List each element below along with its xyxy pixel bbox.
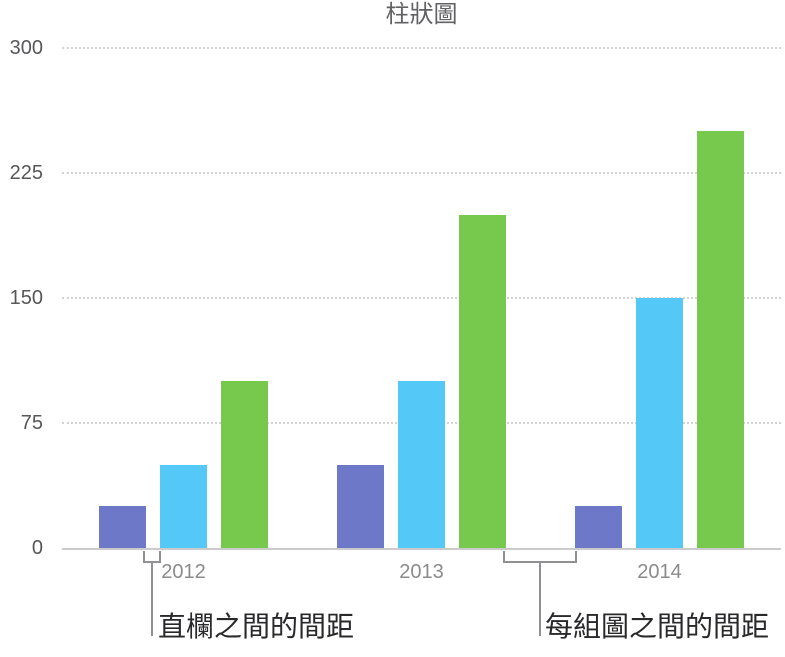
gridline-225 [62,172,781,174]
y-axis-tick-label-300: 300 [9,37,43,59]
bar-2012-series-1 [99,506,146,548]
group-gap-callout-line [539,561,541,636]
column-gap-callout-line [151,561,153,636]
bar-2013-series-1 [337,464,384,548]
x-axis-category-label-2014: 2014 [637,561,682,583]
plot-area [62,47,781,550]
gridline-300 [62,47,781,49]
bar-2013-series-2 [398,381,445,548]
y-axis-tick-label-225: 225 [9,162,43,184]
y-axis-tick-label-0: 0 [31,537,43,559]
bar-2012-series-2 [160,464,207,548]
bar-2013-series-3 [459,214,506,548]
y-axis-tick-label-150: 150 [9,287,43,309]
bar-2014-series-2 [636,298,683,548]
y-axis: 0 75 150 225 300 [0,0,43,657]
bar-2012-series-3 [221,381,268,548]
bar-2014-series-1 [575,506,622,548]
column-gap-callout-label: 直欄之間的間距 [158,611,355,642]
chart-title: 柱狀圖 [385,1,458,28]
bar-2014-series-3 [697,131,744,548]
y-axis-tick-label-75: 75 [20,412,43,434]
group-gap-callout-label: 每組圖之間的間距 [545,611,770,642]
x-axis-category-label-2012: 2012 [161,561,206,583]
x-axis-category-label-2013: 2013 [399,561,444,583]
gridline-150 [62,297,781,299]
